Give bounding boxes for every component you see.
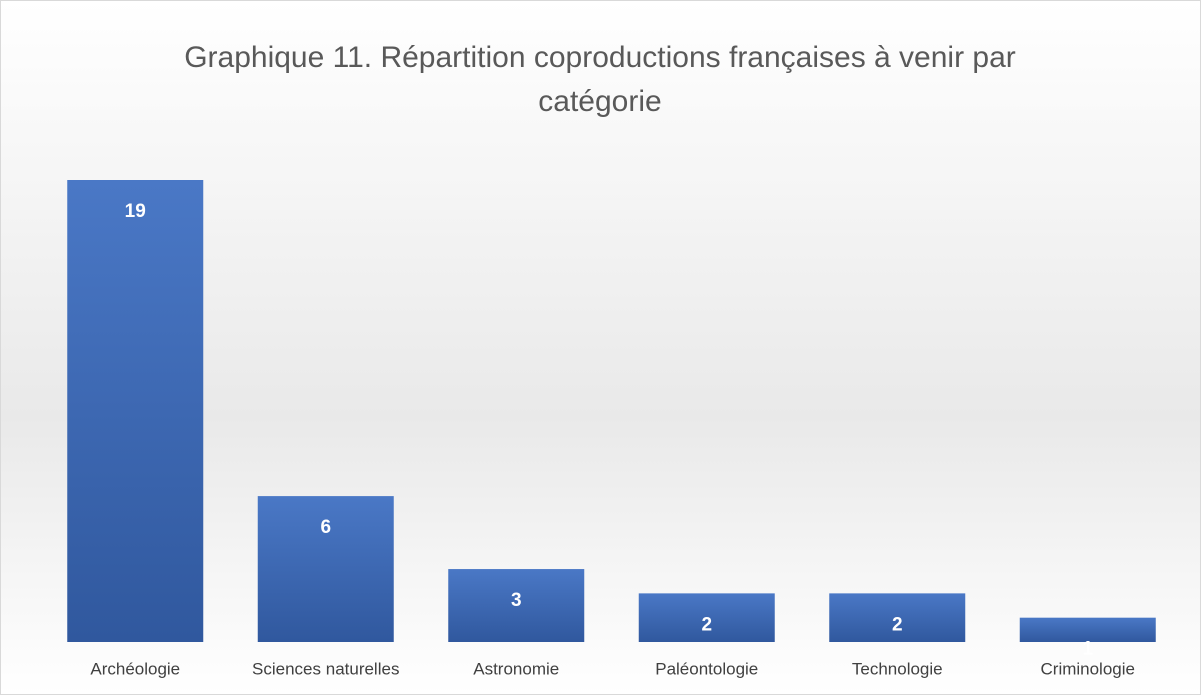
data-label: 6 <box>320 517 331 538</box>
bar <box>1019 617 1156 642</box>
bar <box>257 496 394 642</box>
x-tick-label: Astronomie <box>473 659 559 678</box>
bar <box>638 593 775 642</box>
bar <box>67 180 204 642</box>
data-label: 1 <box>1082 639 1093 660</box>
bar <box>448 569 585 642</box>
bar <box>829 593 966 642</box>
x-tick-label: Sciences naturelles <box>252 659 399 678</box>
data-label: 3 <box>511 590 522 611</box>
chart-title: Graphique 11. Répartition coproductions … <box>184 41 1016 118</box>
data-label: 2 <box>701 614 712 635</box>
x-tick-label: Archéologie <box>90 659 180 678</box>
data-label: 2 <box>892 614 903 635</box>
x-tick-label: Paléontologie <box>655 659 758 678</box>
x-tick-label: Technologie <box>852 659 943 678</box>
x-tick-label: Criminologie <box>1041 659 1135 678</box>
data-label: 19 <box>125 201 146 222</box>
